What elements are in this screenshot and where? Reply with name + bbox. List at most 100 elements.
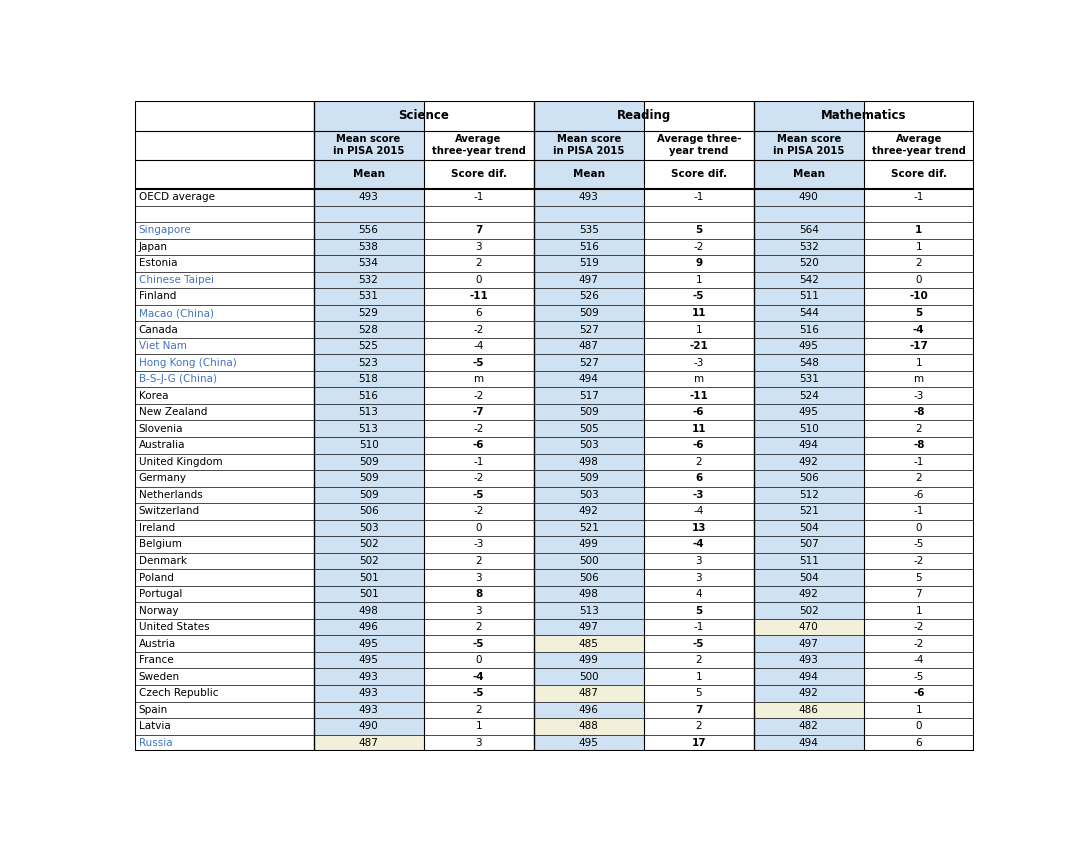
Text: 492: 492: [799, 457, 819, 467]
Text: 3: 3: [475, 606, 481, 615]
Text: Korea: Korea: [138, 391, 168, 401]
Text: 11: 11: [691, 308, 705, 318]
Text: -2: -2: [474, 391, 484, 401]
Text: 500: 500: [579, 672, 598, 682]
Bar: [754, 701, 863, 718]
Text: 493: 493: [799, 655, 819, 665]
Text: 1: 1: [915, 705, 922, 715]
Bar: [533, 685, 644, 701]
Text: Viet Nam: Viet Nam: [138, 341, 186, 351]
Text: 493: 493: [358, 705, 379, 715]
Text: 485: 485: [579, 639, 598, 649]
Text: 0: 0: [475, 523, 481, 533]
Text: -11: -11: [470, 291, 488, 301]
Text: -6: -6: [913, 689, 924, 698]
Text: 503: 503: [359, 523, 379, 533]
Text: Austria: Austria: [138, 639, 175, 649]
Text: 0: 0: [475, 655, 481, 665]
Bar: [533, 718, 644, 734]
Text: Score dif.: Score dif.: [450, 170, 506, 180]
Text: -6: -6: [913, 490, 924, 500]
Text: 497: 497: [799, 639, 819, 649]
Text: 498: 498: [579, 589, 598, 599]
Text: -1: -1: [694, 192, 704, 203]
Text: 1: 1: [915, 358, 922, 368]
Text: 538: 538: [358, 242, 379, 252]
Text: -5: -5: [473, 490, 485, 500]
Text: Mathematics: Mathematics: [821, 110, 907, 122]
Text: -17: -17: [909, 341, 928, 351]
Text: -5: -5: [692, 291, 704, 301]
Text: 1: 1: [915, 225, 923, 235]
Bar: [314, 734, 424, 751]
Text: -6: -6: [692, 407, 704, 417]
Text: Latvia: Latvia: [138, 722, 170, 732]
Text: 487: 487: [579, 689, 598, 698]
Text: 504: 504: [799, 572, 819, 582]
Text: 500: 500: [579, 556, 598, 566]
Text: 498: 498: [358, 606, 379, 615]
Text: -2: -2: [913, 639, 924, 649]
Text: Netherlands: Netherlands: [138, 490, 202, 500]
Text: -5: -5: [692, 639, 704, 649]
Text: -2: -2: [913, 622, 924, 632]
Text: -2: -2: [474, 473, 484, 484]
Text: 497: 497: [579, 275, 598, 285]
Text: Finland: Finland: [138, 291, 176, 301]
Text: 509: 509: [359, 490, 379, 500]
Text: 11: 11: [691, 424, 705, 434]
Text: -11: -11: [689, 391, 708, 401]
Text: 518: 518: [358, 374, 379, 384]
Text: Mean score
in PISA 2015: Mean score in PISA 2015: [773, 134, 844, 156]
Text: 509: 509: [359, 457, 379, 467]
Text: Slovenia: Slovenia: [138, 424, 183, 434]
Text: 5: 5: [695, 225, 702, 235]
Text: 525: 525: [358, 341, 379, 351]
Text: 3: 3: [696, 556, 702, 566]
Text: 495: 495: [358, 655, 379, 665]
Text: 493: 493: [358, 689, 379, 698]
Text: 531: 531: [358, 291, 379, 301]
Text: 493: 493: [358, 672, 379, 682]
Bar: [533, 101, 644, 189]
Text: Average three-
year trend: Average three- year trend: [657, 134, 741, 156]
Text: -2: -2: [474, 506, 484, 517]
Text: Macao (China): Macao (China): [138, 308, 213, 318]
Text: 527: 527: [579, 325, 598, 334]
Text: 519: 519: [579, 258, 598, 268]
Text: 3: 3: [475, 738, 481, 748]
Text: 3: 3: [475, 572, 481, 582]
Text: 513: 513: [358, 407, 379, 417]
Text: Science: Science: [398, 110, 449, 122]
Text: Czech Republic: Czech Republic: [138, 689, 219, 698]
Text: m: m: [913, 374, 924, 384]
Text: -2: -2: [913, 556, 924, 566]
Text: Average
three-year trend: Average three-year trend: [872, 134, 966, 156]
Text: 1: 1: [915, 606, 922, 615]
Text: 1: 1: [475, 722, 481, 732]
Text: Portugal: Portugal: [138, 589, 182, 599]
Text: 564: 564: [799, 225, 819, 235]
Text: 548: 548: [799, 358, 819, 368]
Text: 2: 2: [475, 622, 481, 632]
Text: -6: -6: [473, 441, 485, 451]
Text: -4: -4: [913, 325, 925, 334]
Text: Score dif.: Score dif.: [671, 170, 727, 180]
Text: -1: -1: [474, 457, 484, 467]
Text: -7: -7: [473, 407, 485, 417]
Text: 521: 521: [579, 523, 598, 533]
Text: 1: 1: [696, 672, 702, 682]
Text: -4: -4: [913, 655, 924, 665]
Text: -3: -3: [474, 539, 484, 549]
Text: 516: 516: [579, 242, 598, 252]
Text: 2: 2: [475, 258, 481, 268]
Text: Average
three-year trend: Average three-year trend: [432, 134, 526, 156]
Text: 17: 17: [691, 738, 707, 748]
Text: 529: 529: [358, 308, 379, 318]
Text: Germany: Germany: [138, 473, 186, 484]
Text: 487: 487: [358, 738, 379, 748]
Text: Mean score
in PISA 2015: Mean score in PISA 2015: [553, 134, 624, 156]
Text: -1: -1: [913, 457, 924, 467]
Text: 7: 7: [695, 705, 702, 715]
Text: 488: 488: [579, 722, 598, 732]
